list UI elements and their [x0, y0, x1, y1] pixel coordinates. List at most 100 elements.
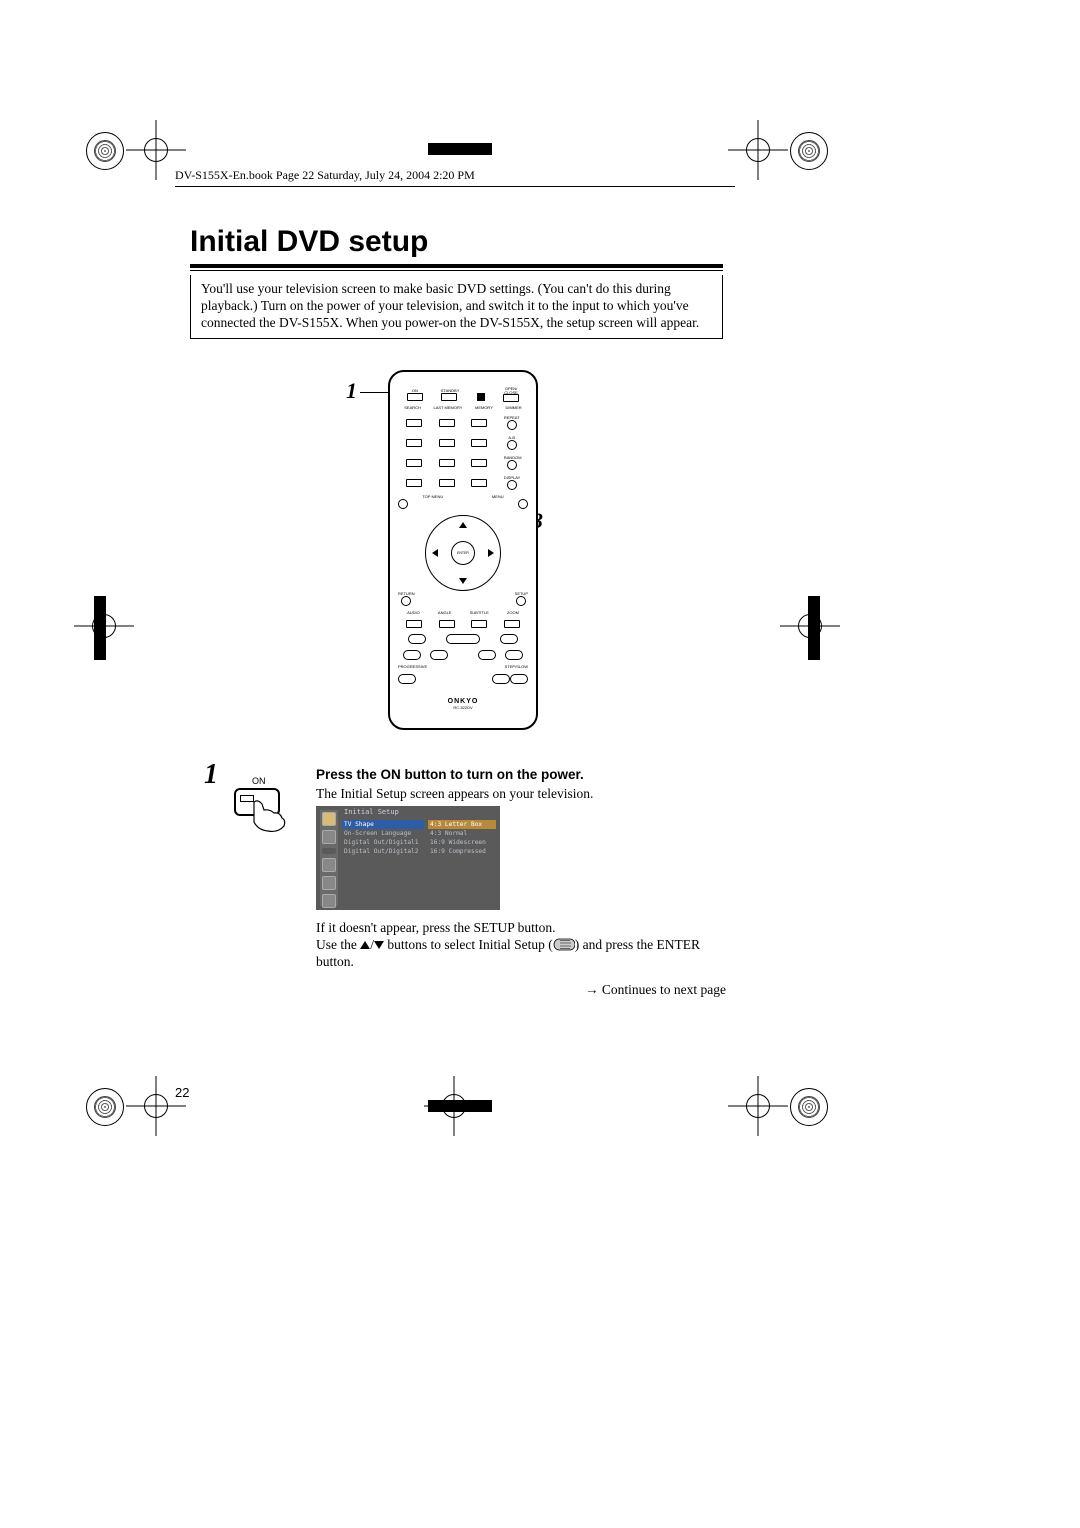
rc-lbl-sub: SUBTITLE — [470, 610, 489, 615]
rc-o1 — [408, 634, 426, 644]
rc-btn-stop — [477, 393, 485, 401]
step-title: Press the ON button to turn on the power… — [316, 767, 584, 782]
remote-diagram: ON STANDBY OPEN/ CLOSE SEARCH LAST MEMOR… — [340, 360, 640, 760]
arrow-up-icon — [360, 941, 370, 949]
rc-lbl-topmenu: TOP MENU — [422, 494, 443, 499]
step-on-label: ON — [252, 776, 266, 786]
setup-left-3: Digital Out/Digital2 — [342, 847, 424, 856]
rc-lbl-standby: STANDBY — [441, 388, 460, 393]
rc-o4 — [403, 650, 421, 660]
setup-header: Initial Setup — [344, 808, 399, 816]
rc-dpad: ENTER — [425, 515, 501, 591]
rc-c-return — [401, 596, 411, 606]
rc-o5 — [430, 650, 448, 660]
rc-lbl-angle: ANGLE — [438, 610, 452, 615]
rc-c2 — [507, 440, 517, 450]
step-text-2: If it doesn't appear, press the SETUP bu… — [316, 920, 726, 971]
regmark-br — [790, 1088, 828, 1126]
bar-right — [808, 596, 820, 660]
drum-icon — [553, 938, 575, 951]
rc-ba1 — [406, 620, 422, 628]
intro-text: You'll use your television screen to mak… — [201, 281, 699, 330]
rc-c-menu — [518, 499, 528, 509]
rc-lbl-dimmer: DIMMER — [505, 405, 521, 410]
setup-right-3: 16:9 Compressed — [428, 847, 496, 856]
rc-lbl-open: OPEN/ CLOSE — [503, 387, 519, 394]
crossmark-tr — [728, 120, 788, 180]
rc-b1 — [406, 419, 422, 427]
crossmark-bc — [424, 1076, 484, 1136]
rc-o8 — [398, 674, 416, 684]
title-rule-thin — [190, 270, 723, 271]
rc-lbl-return: RETURN — [398, 591, 415, 596]
arrow-down-icon — [374, 941, 384, 949]
step-text-1: The Initial Setup screen appears on your… — [316, 786, 593, 802]
rc-btn-standby — [441, 393, 457, 401]
rc-b12 — [471, 479, 487, 487]
rc-ba4 — [504, 620, 520, 628]
rc-model: RC-522DV — [398, 705, 528, 710]
rc-c4 — [507, 480, 517, 490]
setup-screen: Initial Setup TV Shape On-Screen Languag… — [316, 806, 500, 910]
rc-o2 — [446, 634, 480, 644]
side-icon-1 — [322, 812, 336, 826]
rc-o3 — [500, 634, 518, 644]
side-icon-6 — [322, 894, 336, 908]
rc-lbl-ab: A-B — [504, 435, 520, 440]
crossmark-left — [74, 596, 134, 656]
setup-left-0: TV Shape — [342, 820, 424, 829]
rc-b3 — [471, 419, 487, 427]
continues-label: Continues to next page — [602, 982, 726, 997]
rc-lbl-repeat: REPEAT — [504, 415, 520, 420]
rc-lbl-setup: SETUP — [515, 591, 528, 596]
setup-right-0: 4:3 Letter Box — [428, 820, 496, 829]
rc-b9 — [471, 459, 487, 467]
crossmark-br — [728, 1076, 788, 1136]
setup-right-2: 16:9 Widescreen — [428, 838, 496, 847]
rc-c3 — [507, 460, 517, 470]
step-remote-icon — [234, 788, 280, 828]
book-header-line: DV-S155X-En.book Page 22 Saturday, July … — [175, 168, 475, 183]
title-rule-thick — [190, 264, 723, 268]
rc-b11 — [439, 479, 455, 487]
remote-body: ON STANDBY OPEN/ CLOSE SEARCH LAST MEMOR… — [388, 370, 538, 730]
rc-c1 — [507, 420, 517, 430]
book-header-rule — [175, 186, 735, 187]
rc-o6 — [478, 650, 496, 660]
step-noappear: If it doesn't appear, press the SETUP bu… — [316, 920, 555, 935]
setup-left-list: TV Shape On-Screen Language Digital Out/… — [342, 820, 424, 856]
rc-b8 — [439, 459, 455, 467]
rc-btn-on — [407, 393, 423, 401]
rc-ba3 — [471, 620, 487, 628]
regmark-tr — [790, 132, 828, 170]
intro-box: You'll use your television screen to mak… — [190, 275, 723, 339]
rc-btn-open — [503, 394, 519, 402]
page-number: 22 — [175, 1085, 189, 1100]
step-number: 1 — [204, 759, 218, 791]
regmark-bl — [86, 1088, 124, 1126]
rc-o10 — [510, 674, 528, 684]
side-icon-5 — [322, 876, 336, 890]
side-icon-3 — [322, 848, 336, 854]
rc-b10 — [406, 479, 422, 487]
hand-icon — [250, 800, 288, 834]
rc-c-topmenu — [398, 499, 408, 509]
setup-sidebar — [320, 810, 338, 906]
rc-b7 — [406, 459, 422, 467]
rc-lbl-menu: MENU — [492, 494, 504, 499]
regmark-tl — [86, 132, 124, 170]
rc-lbl-zoom: ZOOM — [507, 610, 519, 615]
rc-lbl-audio: AUDIO — [407, 610, 420, 615]
rc-c-setup — [516, 596, 526, 606]
rc-b5 — [439, 439, 455, 447]
step-use-pre: Use the — [316, 937, 360, 952]
side-icon-4 — [322, 858, 336, 872]
rc-lbl-lastmem: LAST MEMORY — [433, 405, 462, 410]
rc-b6 — [471, 439, 487, 447]
rc-lbl-memory: MEMORY — [475, 405, 493, 410]
setup-left-1: On-Screen Language — [342, 829, 424, 838]
rc-enter: ENTER — [451, 541, 475, 565]
setup-right-list: 4:3 Letter Box 4:3 Normal 16:9 Widescree… — [428, 820, 496, 856]
setup-right-1: 4:3 Normal — [428, 829, 496, 838]
setup-left-2: Digital Out/Digital1 — [342, 838, 424, 847]
